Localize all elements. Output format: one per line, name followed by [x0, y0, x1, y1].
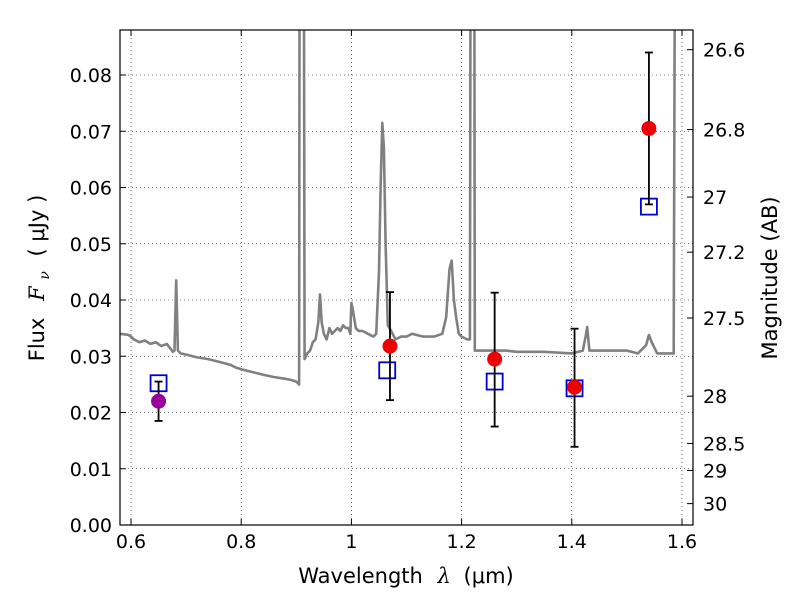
- x-axis-label-unit: (μm): [464, 564, 514, 588]
- spectrum-layer: [120, 30, 676, 386]
- plot-frame: [119, 29, 694, 526]
- x-tick-label: 1.4: [557, 531, 587, 553]
- y-tick-label: 0.07: [70, 121, 112, 143]
- observed-point: [641, 120, 657, 136]
- y2-axis-label: Magnitude (AB): [758, 196, 782, 359]
- y2-tick-label: 26.8: [703, 120, 745, 142]
- observed-point: [151, 393, 167, 409]
- y-tick-label: 0.00: [70, 515, 112, 537]
- grid: [120, 30, 693, 525]
- y-tick-label: 0.08: [70, 65, 112, 87]
- y2-tick-label: 30: [703, 494, 727, 516]
- x-axis-label-symbol: λ: [437, 564, 451, 588]
- x-tick-label: 1.2: [446, 531, 476, 553]
- observed-point: [382, 338, 398, 354]
- x-tick-label: 0.8: [226, 531, 256, 553]
- y-tick-label: 0.01: [70, 459, 112, 481]
- x-axis-label-text: Wavelength: [298, 564, 423, 588]
- y-axis-label-unit: ( μJy ): [25, 195, 49, 257]
- y2-tick-label: 28.5: [703, 433, 745, 455]
- ticks: 0.6 0.8 1 1.2 1.4 1.6 0.00 0.01 0.02 0.03 0.04 0.05…: [70, 30, 745, 553]
- plot-background: [120, 30, 693, 525]
- y-tick-label: 0.05: [70, 234, 112, 256]
- y2-tick-label: 26.6: [703, 40, 745, 62]
- observed-point: [487, 351, 503, 367]
- observed-point: [567, 379, 583, 395]
- x-tick-label: 1.6: [667, 531, 697, 553]
- y-tick-label: 0.06: [70, 178, 112, 200]
- y2-tick-label: 28: [703, 386, 727, 408]
- model-photometry-square: [378, 361, 397, 380]
- x-tick-label: 0.6: [116, 531, 146, 553]
- y-axis-label: Flux F ν ( μJy ): [25, 195, 54, 362]
- y-axis-label-text: Flux: [25, 318, 49, 362]
- y2-tick-label: 27: [703, 187, 727, 209]
- y2-tick-label: 27.5: [703, 308, 745, 330]
- y-tick-label: 0.02: [70, 403, 112, 425]
- spectrum-line: [120, 30, 676, 386]
- y-axis-label-symbol: F: [25, 285, 49, 302]
- y-tick-label: 0.04: [70, 290, 112, 312]
- y-tick-label: 0.03: [70, 346, 112, 368]
- y2-tick-label: 29: [703, 460, 727, 482]
- points-layer: [149, 51, 658, 448]
- y2-tick-label: 27.2: [703, 242, 745, 264]
- x-axis-label: Wavelength λ (μm): [298, 564, 513, 588]
- y-axis-label-subscript: ν: [37, 271, 53, 280]
- x-tick-label: 1: [345, 531, 357, 553]
